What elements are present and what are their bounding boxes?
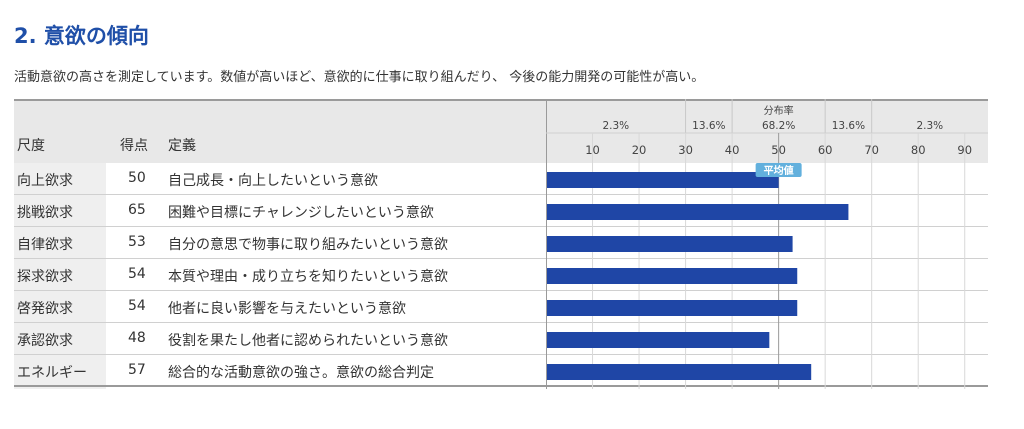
distribution-title: 分布率 [764,104,794,117]
row-score: 50 [128,170,146,186]
table-row: 向上欲求 50 自己成長・向上したいという意欲 [14,163,988,195]
row-score: 48 [128,330,146,346]
row-scale: 承認欲求 [17,333,73,349]
average-badge [755,163,802,177]
table-row: 承認欲求 48 役割を果たし他者に認められたいという意欲 [14,323,988,355]
x-tick-label: 20 [632,143,647,157]
score-bar [547,332,770,348]
score-bar [547,204,849,220]
row-definition: 他者に良い影響を与えたいという意欲 [168,301,406,317]
x-tick-label: 40 [725,143,740,157]
row-scale: 挑戦欲求 [17,205,73,221]
x-tick-label: 30 [678,143,693,157]
row-score: 53 [128,234,146,250]
section-subtitle: 活動意欲の高さを測定しています。数値が高いほど、意欲的に仕事に取り組んだり、 今… [14,70,705,85]
table-header [14,99,988,163]
table-row: 啓発欲求 54 他者に良い影響を与えたいという意欲 [14,291,988,323]
score-bar [547,268,798,284]
row-scale: 啓発欲求 [17,301,73,317]
header-score: 得点 [120,138,148,154]
distribution-label: 2.3% [602,120,629,132]
score-bar [547,300,798,316]
x-tick-label: 70 [864,143,879,157]
x-tick-label: 60 [818,143,833,157]
distribution-label: 2.3% [916,120,943,132]
row-definition: 役割を果たし他者に認められたいという意欲 [168,333,448,349]
score-bar [547,172,779,188]
score-bar [547,236,793,252]
row-score: 57 [128,362,146,378]
row-score: 54 [128,266,146,282]
table-row: エネルギー 57 総合的な活動意欲の強さ。意欲の総合判定 [14,355,988,387]
scale-column-bg [14,163,106,389]
x-tick-label: 10 [585,143,600,157]
row-scale: エネルギー [17,365,87,381]
row-scale: 向上欲求 [17,173,73,189]
motivation-table: 尺度 得点 定義 向上欲求 50 自己成長・向上したいという意欲挑戦欲求 65 困難や目… [14,99,988,389]
header-definition: 定義 [168,138,196,154]
row-scale: 探求欲求 [17,269,73,285]
row-definition: 本質や理由・成り立ちを知りたいという意欲 [168,269,448,285]
distribution-label: 13.6% [832,120,865,132]
row-scale: 自律欲求 [17,237,73,253]
table-row: 自律欲求 53 自分の意思で物事に取り組みたいという意欲 [14,227,988,259]
row-score: 54 [128,298,146,314]
x-tick-label: 80 [911,143,926,157]
score-chart-svg: 2.3% 13.6% 68.2% 13.6% 2.3% 分布率 10 20 30 40 50 60 70… [546,99,988,389]
section-title: 2. 意欲の傾向 [14,24,149,48]
row-definition: 自分の意思で物事に取り組みたいという意欲 [168,237,448,253]
score-bar [547,364,812,380]
average-label: 平均値 [764,164,794,177]
distribution-label: 68.2% [762,120,795,132]
score-chart: 2.3% 13.6% 68.2% 13.6% 2.3% 分布率 10 20 30 40 50 60 70… [546,99,988,389]
x-tick-label: 50 [771,143,786,157]
row-definition: 困難や目標にチャレンジしたいという意欲 [168,205,434,221]
table-row: 挑戦欲求 65 困難や目標にチャレンジしたいという意欲 [14,195,988,227]
row-definition: 総合的な活動意欲の強さ。意欲の総合判定 [168,365,434,381]
row-score: 65 [128,202,146,218]
x-tick-label: 90 [957,143,972,157]
row-definition: 自己成長・向上したいという意欲 [168,173,378,189]
distribution-label: 13.6% [692,120,725,132]
header-scale: 尺度 [17,138,45,154]
table-row: 探求欲求 54 本質や理由・成り立ちを知りたいという意欲 [14,259,988,291]
